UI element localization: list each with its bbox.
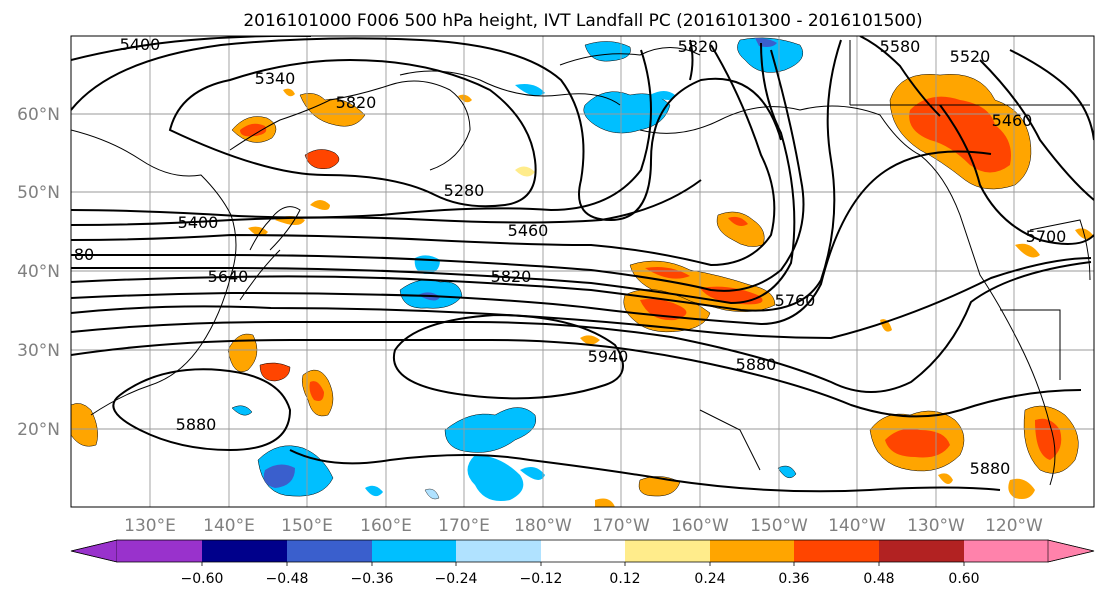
lon-label: 170°W: [592, 516, 650, 536]
lon-label: 140°W: [828, 516, 886, 536]
colorbar-ticks: [201, 562, 965, 566]
colorbar-segment: [710, 540, 794, 562]
colorbar-segment: [287, 540, 372, 562]
lon-label: 160°W: [671, 516, 729, 536]
contour-label: 5400: [120, 35, 161, 54]
colorbar-segment: [117, 540, 202, 562]
lon-label: 130°E: [124, 516, 176, 536]
lon-label: 170°E: [438, 516, 490, 536]
colorbar-segment: [794, 540, 879, 562]
colorbar-segment: [202, 540, 287, 562]
contour-label: 5520: [950, 47, 991, 66]
colorbar-segment: [879, 540, 964, 562]
height-contours: [71, 36, 1094, 493]
colorbar-tick-label: −0.48: [266, 571, 309, 587]
contour-label: 5640: [208, 267, 249, 286]
colorbar-tick-label: 0.24: [694, 571, 725, 587]
lat-label: 30°N: [17, 341, 60, 361]
colorbar-tick-label: −0.12: [520, 571, 563, 587]
lon-label: 150°W: [750, 516, 808, 536]
colorbar: −0.60 −0.48 −0.36 −0.24 −0.12 0.12 0.24 …: [70, 539, 1095, 587]
contour-label: 5880: [970, 459, 1011, 478]
contour-label: 5700: [1026, 227, 1067, 246]
colorbar-high-arrow: [1047, 539, 1095, 563]
lon-label: 130°W: [907, 516, 965, 536]
longitude-labels: 130°E 140°E 150°E 160°E 170°E 180°W 170°…: [124, 516, 1043, 536]
contour-label: 5820: [491, 267, 532, 286]
contour-label: 5940: [588, 347, 629, 366]
lon-label: 160°E: [360, 516, 412, 536]
colorbar-segment: [625, 540, 710, 562]
lat-label: 40°N: [17, 262, 60, 282]
lat-label: 60°N: [17, 105, 60, 125]
colorbar-tick-label: −0.36: [351, 571, 394, 587]
contour-label: 5280: [444, 181, 485, 200]
contour-label: 5760: [775, 291, 816, 310]
lat-label: 50°N: [17, 183, 60, 203]
contour-label: 5880: [736, 355, 777, 374]
contour-label: 5880: [176, 415, 217, 434]
graticule: [71, 36, 1094, 507]
contour-label: 5340: [255, 69, 296, 88]
colorbar-segment: [964, 540, 1048, 562]
map-title: 2016101000 F006 500 hPa height, IVT Land…: [243, 11, 922, 31]
colorbar-tick-label: −0.60: [181, 571, 224, 587]
colorbar-tick-label: 0.36: [778, 571, 809, 587]
colorbar-segment: [372, 540, 456, 562]
contour-labels: 5400 5340 5820 5280 5460 5400 5640 5820 …: [74, 35, 1067, 478]
latitude-labels: 60°N 50°N 40°N 30°N 20°N: [17, 105, 60, 440]
lon-label: 120°W: [985, 516, 1043, 536]
colorbar-tick-label: 0.48: [863, 571, 894, 587]
contour-label: 5460: [508, 221, 549, 240]
contour-label: 5400: [178, 213, 219, 232]
contour-label: 5820: [678, 37, 719, 56]
contour-label: 80: [74, 245, 94, 264]
contour-label: 5460: [992, 111, 1033, 130]
contour-label: 5580: [880, 37, 921, 56]
colorbar-low-arrow: [70, 539, 118, 563]
coastlines: [71, 40, 1091, 486]
colorbar-tick-label: −0.24: [435, 571, 478, 587]
lat-label: 20°N: [17, 420, 60, 440]
colorbar-tick-label: 0.12: [609, 571, 640, 587]
colorbar-segment: [456, 540, 541, 562]
lon-label: 150°E: [281, 516, 333, 536]
colorbar-tick-label: 0.60: [948, 571, 979, 587]
colorbar-segment: [541, 540, 625, 562]
lon-label: 140°E: [203, 516, 255, 536]
lon-label: 180°W: [514, 516, 572, 536]
contour-label: 5820: [336, 93, 377, 112]
map-panel: 5400 5340 5820 5280 5460 5400 5640 5820 …: [70, 35, 1095, 508]
